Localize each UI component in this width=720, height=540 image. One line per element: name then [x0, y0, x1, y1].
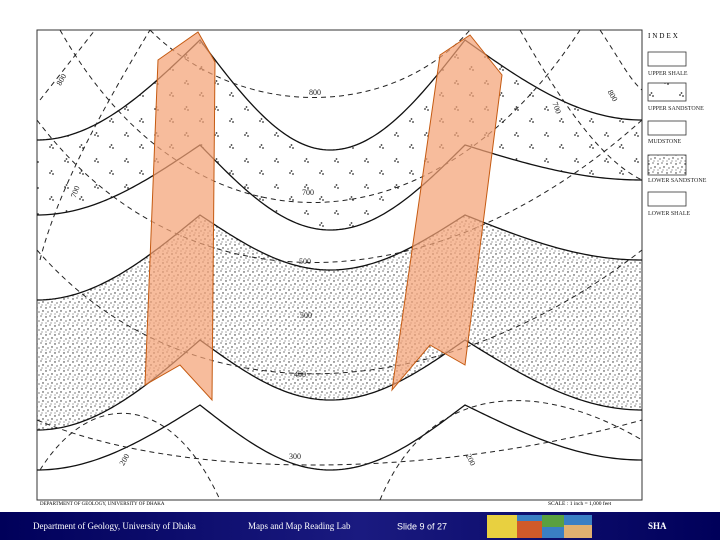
formation-boundary [36, 404, 643, 471]
footer-slide: Slide 9 of 27 [397, 521, 447, 531]
formation-boundary [36, 214, 643, 301]
contour-label: 800 [309, 88, 321, 97]
formation-boundary [36, 339, 643, 431]
contour-label: 700 [69, 185, 82, 199]
highlight-bands [144, 31, 503, 402]
map-scale: SCALE : 1 inch = 1,000 feet [548, 500, 612, 507]
formation-boundary [36, 39, 643, 151]
footer-bar [0, 512, 720, 540]
formation-boundary [36, 144, 643, 231]
footer-thumbnail [487, 515, 592, 538]
contour-label: 500 [300, 311, 312, 320]
legend-label: UPPER SANDSTONE [648, 106, 704, 112]
footer-author: SHA [648, 521, 667, 531]
contour-label: 500 [299, 257, 311, 266]
map-credit: DEPARTMENT OF GEOLOGY, UNIVERSITY OF DHA… [40, 502, 165, 507]
legend-label: UPPER SHALE [648, 71, 688, 77]
legend: INDEX UPPER SHALE UPPER SANDSTONE MUDSTO… [647, 32, 707, 217]
contour-label: 400 [294, 370, 306, 379]
footer-course: Maps and Map Reading Lab [248, 521, 351, 531]
contour-label: 300 [289, 452, 301, 461]
legend-label: LOWER SHALE [648, 211, 690, 217]
legend-title: INDEX [648, 32, 680, 40]
legend-label: MUDSTONE [648, 139, 682, 145]
contour-label: 700 [302, 188, 314, 197]
legend-label: LOWER SANDSTONE [648, 178, 707, 184]
footer-department: Department of Geology, University of Dha… [33, 521, 196, 531]
contour-label: 700 [550, 101, 563, 115]
